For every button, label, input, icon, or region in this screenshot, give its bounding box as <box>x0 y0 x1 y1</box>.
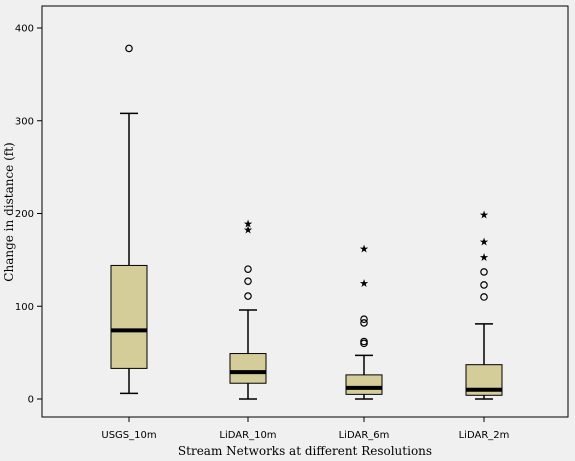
y-tick-label: 400 <box>15 24 34 35</box>
y-tick-label: 300 <box>15 116 34 127</box>
extreme-point: ★ <box>479 235 489 248</box>
x-tick-label: LiDAR_6m <box>339 430 390 441</box>
outlier-point <box>125 44 133 53</box>
outlier-point <box>480 293 488 301</box>
iqr-box <box>229 353 267 384</box>
y-axis: 0 100 200 300 400 <box>15 24 42 406</box>
outlier-point <box>244 277 252 286</box>
iqr-box <box>345 374 383 395</box>
y-tick-label: 0 <box>28 395 34 406</box>
outlier-point <box>480 268 488 276</box>
x-tick-label: LiDAR_10m <box>219 430 276 441</box>
outlier-point <box>360 315 368 324</box>
outlier-point <box>244 292 252 300</box>
y-axis-title: Change in distance (ft) <box>2 142 16 281</box>
y-tick-label: 100 <box>15 302 34 313</box>
x-tick-label: LiDAR_2m <box>459 430 510 441</box>
extreme-point: ★ <box>243 218 253 231</box>
extreme-point: ★ <box>479 208 489 221</box>
box-group: USGS_10m <box>101 44 157 441</box>
x-axis-title: Stream Networks at different Resolutions <box>178 444 432 458</box>
extreme-point: ★ <box>359 243 369 256</box>
outlier-point <box>480 281 488 289</box>
extreme-point: ★ <box>243 223 253 236</box>
outlier-point <box>244 265 252 273</box>
box-group: LiDAR_6m ★ ★ <box>339 243 390 441</box>
iqr-box <box>110 264 148 369</box>
outlier-point <box>360 337 368 346</box>
outlier-point <box>360 319 368 327</box>
box-group: LiDAR_10m ★★ <box>219 218 276 441</box>
extreme-point: ★ <box>479 251 489 264</box>
extreme-point: ★ <box>359 277 369 290</box>
box-group: LiDAR_2m ★ ★ ★ <box>459 208 510 441</box>
x-tick-label: USGS_10m <box>101 430 156 441</box>
y-tick-label: 200 <box>15 209 34 220</box>
boxes-layer: USGS_10m LiDAR_10m★★LiDAR_6m★★LiDAR_2m★★★ <box>101 44 510 441</box>
